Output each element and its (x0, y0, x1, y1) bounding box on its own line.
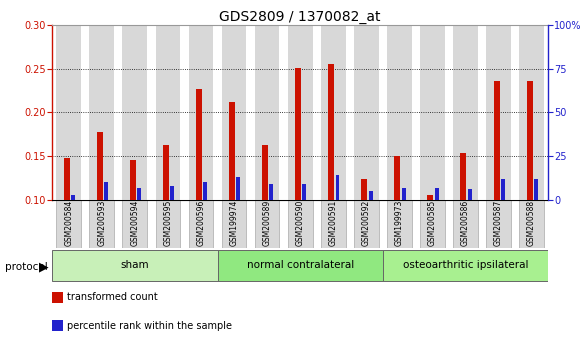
Bar (56, 200, 81, 248)
Bar (236, 177, 240, 200)
Bar (519, 200, 544, 248)
Title: GDS2809 / 1370082_at: GDS2809 / 1370082_at (219, 10, 381, 24)
Bar (383, 250, 548, 281)
Bar (155, 200, 180, 248)
Bar (321, 200, 346, 248)
Bar (434, 188, 438, 200)
Text: GSM200594: GSM200594 (130, 200, 139, 246)
Bar (218, 250, 383, 281)
Bar (71, 195, 75, 200)
Bar (170, 186, 174, 200)
Text: GSM200590: GSM200590 (296, 200, 304, 246)
Bar (89, 200, 114, 248)
Bar (494, 81, 499, 200)
Bar (335, 176, 339, 200)
Text: GSM199973: GSM199973 (395, 200, 404, 246)
Text: GSM200588: GSM200588 (527, 200, 536, 246)
Bar (354, 200, 379, 248)
Text: protocol: protocol (5, 262, 48, 272)
Bar (137, 188, 141, 200)
Bar (222, 200, 246, 248)
Bar (104, 183, 108, 200)
Bar (288, 25, 313, 200)
Bar (188, 200, 213, 248)
Bar (122, 25, 147, 200)
Bar (387, 200, 412, 248)
Bar (534, 179, 538, 200)
Text: normal contralateral: normal contralateral (246, 261, 354, 270)
Text: GSM199974: GSM199974 (230, 200, 238, 246)
Bar (453, 25, 478, 200)
Text: GSM200585: GSM200585 (428, 200, 437, 246)
Bar (321, 25, 346, 200)
Bar (155, 25, 180, 200)
Bar (519, 25, 544, 200)
Bar (302, 184, 306, 200)
Text: transformed count: transformed count (67, 292, 158, 302)
Bar (52, 250, 218, 281)
Bar (269, 184, 273, 200)
Bar (196, 89, 202, 200)
Bar (97, 132, 103, 200)
Bar (461, 153, 466, 200)
Bar (56, 25, 81, 200)
Bar (486, 200, 511, 248)
Bar (163, 145, 169, 200)
Bar (354, 25, 379, 200)
Bar (467, 189, 472, 200)
Bar (188, 25, 213, 200)
Bar (222, 25, 246, 200)
Bar (328, 64, 334, 200)
Bar (255, 25, 280, 200)
Text: GSM200596: GSM200596 (197, 200, 205, 246)
Bar (501, 179, 505, 200)
Text: GSM200584: GSM200584 (64, 200, 73, 246)
Bar (89, 25, 114, 200)
Bar (394, 156, 400, 200)
Text: GSM200592: GSM200592 (362, 200, 371, 246)
Text: GSM200586: GSM200586 (461, 200, 470, 246)
Bar (130, 160, 136, 200)
Bar (255, 200, 280, 248)
Bar (203, 183, 207, 200)
Bar (453, 200, 478, 248)
Text: osteoarthritic ipsilateral: osteoarthritic ipsilateral (403, 261, 528, 270)
Text: percentile rank within the sample: percentile rank within the sample (67, 321, 232, 331)
Text: GSM200589: GSM200589 (263, 200, 271, 246)
Bar (122, 200, 147, 248)
Bar (527, 81, 532, 200)
Text: GSM200593: GSM200593 (97, 200, 106, 246)
Bar (420, 25, 445, 200)
Bar (401, 188, 405, 200)
Bar (361, 179, 367, 200)
Bar (64, 158, 70, 200)
Text: GSM200587: GSM200587 (494, 200, 503, 246)
Text: sham: sham (121, 261, 149, 270)
Text: GSM200591: GSM200591 (329, 200, 338, 246)
Bar (295, 68, 301, 200)
Text: GSM200595: GSM200595 (164, 200, 172, 246)
Bar (262, 145, 268, 200)
Bar (229, 102, 235, 200)
Text: ▶: ▶ (39, 261, 48, 274)
Bar (387, 25, 412, 200)
Bar (420, 200, 445, 248)
Bar (368, 191, 372, 200)
Bar (288, 200, 313, 248)
Bar (427, 195, 433, 200)
Bar (486, 25, 511, 200)
